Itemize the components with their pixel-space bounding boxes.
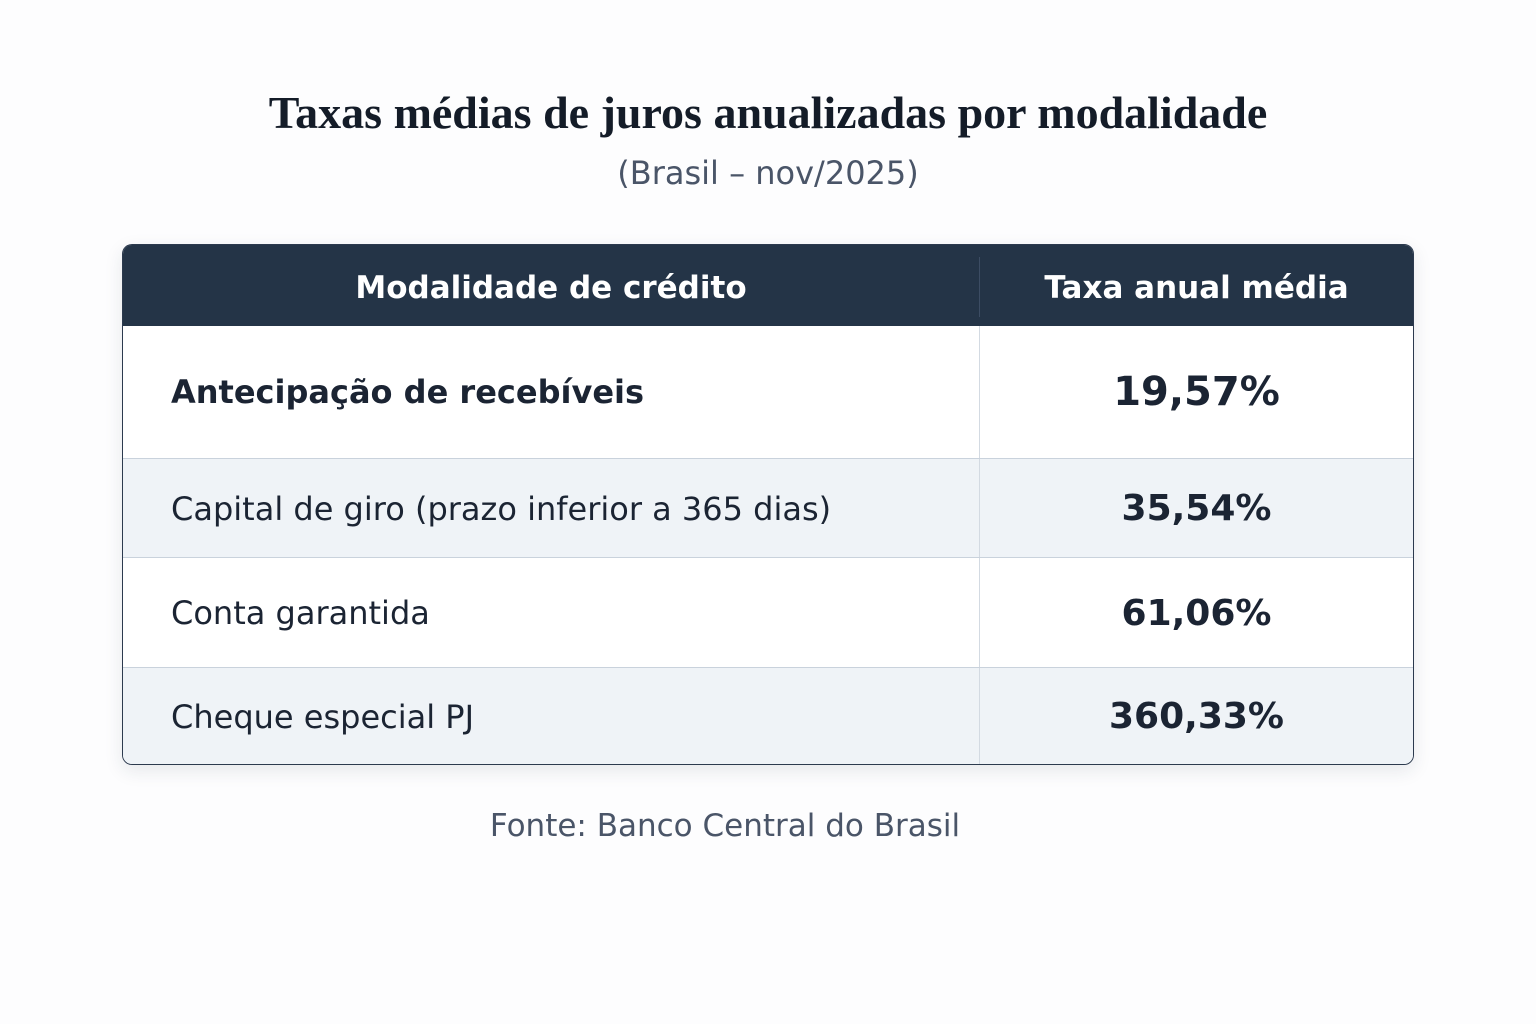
table-row: Cheque especial PJ 360,33% (123, 667, 1413, 764)
source-note: Fonte: Banco Central do Brasil (489, 808, 961, 844)
title: Taxas médias de juros anualizadas por mo… (268, 87, 1268, 138)
modality-cell: Antecipação de recebíveis (171, 373, 645, 411)
column-header: Modalidade de crédito (355, 270, 747, 306)
modality-cell: Capital de giro (prazo inferior a 365 di… (171, 489, 832, 528)
table-row: Conta garantida 61,06% (123, 557, 1413, 668)
divider (979, 257, 980, 317)
table-row: Antecipação de recebíveis 19,57% (123, 326, 1413, 458)
rates-table: Modalidade de crédito Taxa anual média A… (122, 244, 1414, 765)
subtitle: (Brasil – nov/2025) (617, 154, 919, 192)
rate-cell: 35,54% (1121, 488, 1272, 529)
rate-cell: 360,33% (1109, 696, 1284, 737)
modality-cell: Cheque especial PJ (171, 697, 475, 736)
divider (979, 459, 980, 558)
divider (979, 326, 980, 458)
rate-cell: 61,06% (1121, 592, 1272, 634)
modality-cell: Conta garantida (171, 594, 430, 632)
column-header: Taxa anual média (1044, 270, 1349, 306)
table-row: Capital de giro (prazo inferior a 365 di… (123, 458, 1413, 558)
table-header: Modalidade de crédito Taxa anual média (123, 245, 1413, 326)
rate-cell: 19,57% (1113, 369, 1280, 415)
divider (979, 668, 980, 764)
divider (979, 558, 980, 668)
